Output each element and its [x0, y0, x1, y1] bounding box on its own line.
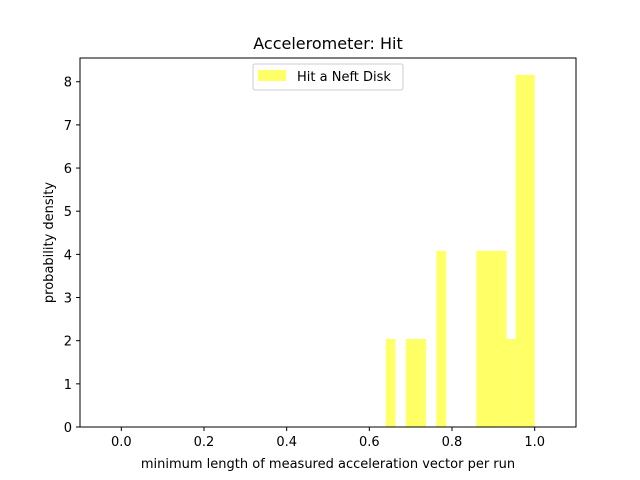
x-tick-label: 1.0 [524, 435, 545, 450]
y-tick-label: 8 [64, 76, 72, 91]
y-tick-label: 4 [64, 248, 72, 263]
histogram-bar [506, 338, 516, 427]
x-tick-label: 0.0 [111, 435, 132, 450]
y-tick-label: 2 [64, 335, 72, 350]
y-tick-label: 7 [64, 119, 72, 134]
x-tick-label: 0.6 [359, 435, 380, 450]
legend-label: Hit a Neft Disk [297, 70, 391, 85]
legend-swatch [258, 70, 286, 81]
y-tick-label: 0 [64, 421, 72, 436]
x-axis-label: minimum length of measured acceleration … [141, 457, 515, 472]
bars-layer [385, 74, 535, 428]
y-tick-label: 1 [64, 378, 72, 393]
x-tick-label: 0.8 [442, 435, 463, 450]
x-tick-label: 0.2 [194, 435, 215, 450]
legend-box [252, 63, 404, 91]
histogram-bar [405, 338, 426, 427]
histogram-bar [515, 74, 535, 428]
x-axis-ticks: 0.0 0.2 0.4 0.6 0.8 1.0 [111, 427, 545, 450]
y-tick-label: 5 [64, 205, 72, 220]
x-tick-label: 0.4 [276, 435, 297, 450]
y-tick-label: 3 [64, 292, 72, 307]
y-axis-ticks: 0 1 2 3 4 5 6 7 8 [64, 76, 80, 436]
histogram-bar [385, 338, 396, 427]
y-tick-label: 6 [64, 162, 72, 177]
chart-title: Accelerometer: Hit [253, 34, 402, 53]
plot-frame [79, 57, 577, 428]
histogram-bar [436, 250, 447, 427]
legend: Hit a Neft Disk [252, 63, 404, 91]
y-axis-label: probability density [42, 182, 57, 303]
histogram-bar [476, 250, 507, 427]
